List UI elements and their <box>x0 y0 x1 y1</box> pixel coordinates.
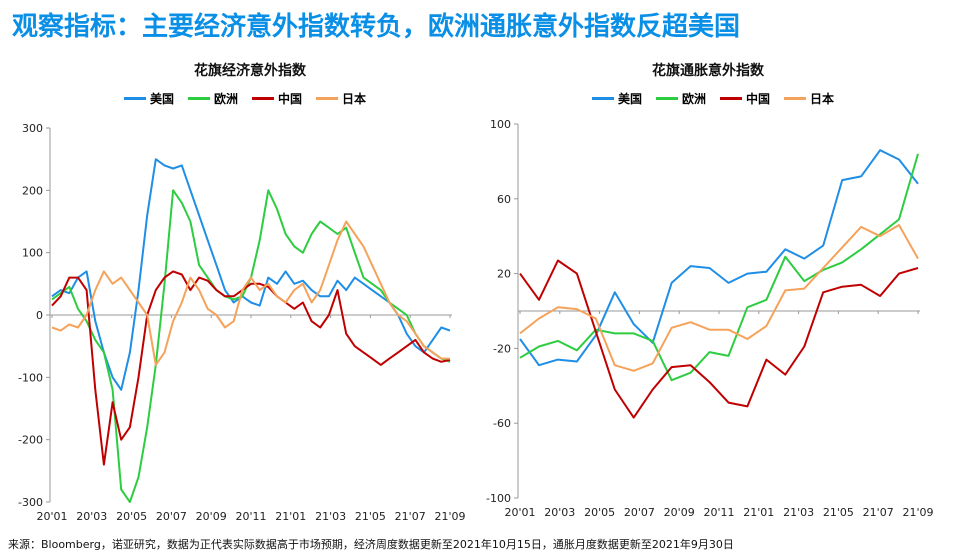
y-tick-label: 100 <box>490 118 511 131</box>
x-tick-label: 21'01 <box>743 506 774 519</box>
y-tick-label: -100 <box>18 371 43 384</box>
series-line-eu <box>51 189 451 503</box>
x-tick-label: 21'05 <box>823 506 854 519</box>
x-tick-label: 21'03 <box>315 510 346 523</box>
y-tick-label: -60 <box>493 417 511 430</box>
x-tick-label: 20'05 <box>584 506 615 519</box>
x-tick-label: 20'09 <box>664 506 695 519</box>
headline: 观察指标：主要经济意外指数转负，欧洲通胀意外指数反超美国 <box>12 12 741 42</box>
x-tick-label: 21'03 <box>783 506 814 519</box>
series-line-cn <box>51 270 451 466</box>
legend-item-jp: 日本 <box>316 90 366 107</box>
legend-left: 美国 欧洲 中国 日本 <box>124 90 366 107</box>
x-tick-label: 20'01 <box>504 506 535 519</box>
x-tick-label: 20'03 <box>76 510 107 523</box>
y-tick-label: 60 <box>497 193 511 206</box>
y-tick-label: -20 <box>493 342 511 355</box>
series-line-jp <box>519 224 919 372</box>
x-tick-label: 20'03 <box>544 506 575 519</box>
x-tick-label: 21'09 <box>434 510 465 523</box>
legend-item-us: 美国 <box>124 90 174 107</box>
chart-title-right: 花旗通胀意外指数 <box>652 63 764 79</box>
legend-item-eu-2: 欧洲 <box>656 90 706 107</box>
y-tick-label: -300 <box>18 496 43 509</box>
y-tick-label: 0 <box>36 309 43 322</box>
x-tick-label: 21'05 <box>355 510 386 523</box>
y-tick-label: -200 <box>18 434 43 447</box>
source-note: 来源：Bloomberg，诺亚研究，数据为正代表实际数据高于市场预期，经济周度数… <box>8 538 734 551</box>
legend-right: 美国 欧洲 中国 日本 <box>592 90 834 107</box>
legend-item-cn-2: 中国 <box>720 90 770 107</box>
legend-item-jp-2: 日本 <box>784 90 834 107</box>
y-tick-label: 300 <box>22 122 43 135</box>
y-tick-label: -100 <box>486 492 511 505</box>
y-tick-label: 200 <box>22 184 43 197</box>
series-line-jp <box>51 220 450 366</box>
series-line-cn <box>519 259 919 419</box>
x-tick-label: 21'07 <box>395 510 426 523</box>
x-tick-label: 20'01 <box>36 510 67 523</box>
x-tick-label: 20'09 <box>196 510 227 523</box>
legend-item-eu: 欧洲 <box>188 90 238 107</box>
legend-item-cn: 中国 <box>252 90 302 107</box>
x-tick-label: 21'09 <box>902 506 933 519</box>
x-tick-label: 21'01 <box>275 510 306 523</box>
series-line-us <box>51 158 451 391</box>
y-tick-label: 20 <box>497 268 511 281</box>
x-tick-label: 20'05 <box>116 510 147 523</box>
series-line-us <box>519 149 919 367</box>
x-tick-label: 20'11 <box>235 510 266 523</box>
series-line-eu <box>519 153 919 382</box>
y-tick-label: 100 <box>22 247 43 260</box>
x-tick-label: 20'07 <box>624 506 655 519</box>
x-tick-label: 21'07 <box>863 506 894 519</box>
x-tick-label: 20'07 <box>156 510 187 523</box>
chart-title-left: 花旗经济意外指数 <box>194 63 306 79</box>
legend-item-us-2: 美国 <box>592 90 642 107</box>
x-tick-label: 20'11 <box>703 506 734 519</box>
